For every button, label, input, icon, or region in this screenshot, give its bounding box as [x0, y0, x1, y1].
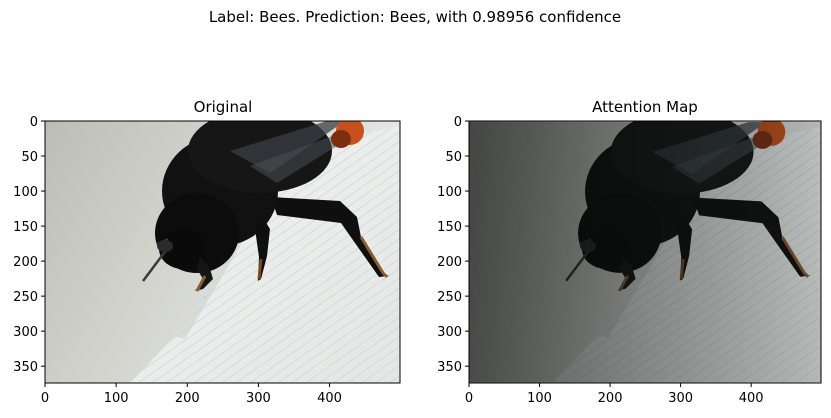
axes-frame-attention-map [468, 120, 822, 384]
x-tick-label: 300 [246, 391, 271, 406]
x-tick-label: 100 [104, 391, 129, 406]
axes-frame-original [44, 120, 401, 384]
y-tick-label: 300 [13, 325, 38, 340]
x-tick-label: 0 [465, 391, 473, 406]
panel-title-original: Original [194, 98, 253, 116]
y-tick-label: 50 [445, 150, 462, 165]
y-tick-label: 100 [437, 185, 462, 200]
panel-original: Original 0 100 200 300 400 0 50 100 150 200 250 300… [13, 98, 401, 406]
y-tick-label: 250 [437, 290, 462, 305]
image-attention-map [469, 121, 821, 383]
image-original [45, 121, 400, 383]
x-tick-label: 400 [739, 391, 764, 406]
x-tick-label: 0 [41, 391, 49, 406]
x-tick-label: 200 [175, 391, 200, 406]
ticks-original: 0 100 200 300 400 0 50 100 150 200 250 300 350 [13, 115, 342, 406]
y-tick-label: 100 [13, 185, 38, 200]
x-tick-label: 400 [317, 391, 342, 406]
y-tick-label: 300 [437, 325, 462, 340]
panel-title-attention-map: Attention Map [592, 98, 698, 116]
y-tick-label: 50 [21, 150, 38, 165]
x-tick-label: 300 [668, 391, 693, 406]
x-tick-label: 200 [598, 391, 623, 406]
y-tick-label: 0 [30, 115, 38, 130]
y-tick-label: 150 [13, 220, 38, 235]
ticks-attention-map: 0 100 200 300 400 0 50 100 150 200 250 300 350 [437, 115, 763, 406]
y-tick-label: 200 [437, 255, 462, 270]
y-tick-label: 0 [454, 115, 462, 130]
figure-suptitle: Label: Bees. Prediction: Bees, with 0.98… [209, 8, 621, 26]
x-tick-label: 100 [527, 391, 552, 406]
y-tick-label: 150 [437, 220, 462, 235]
y-tick-label: 250 [13, 290, 38, 305]
y-tick-label: 200 [13, 255, 38, 270]
y-tick-label: 350 [13, 360, 38, 375]
y-tick-label: 350 [437, 360, 462, 375]
panel-attention-map: Attention Map 0 100 200 300 400 0 50 100 150 200 2… [437, 98, 822, 406]
